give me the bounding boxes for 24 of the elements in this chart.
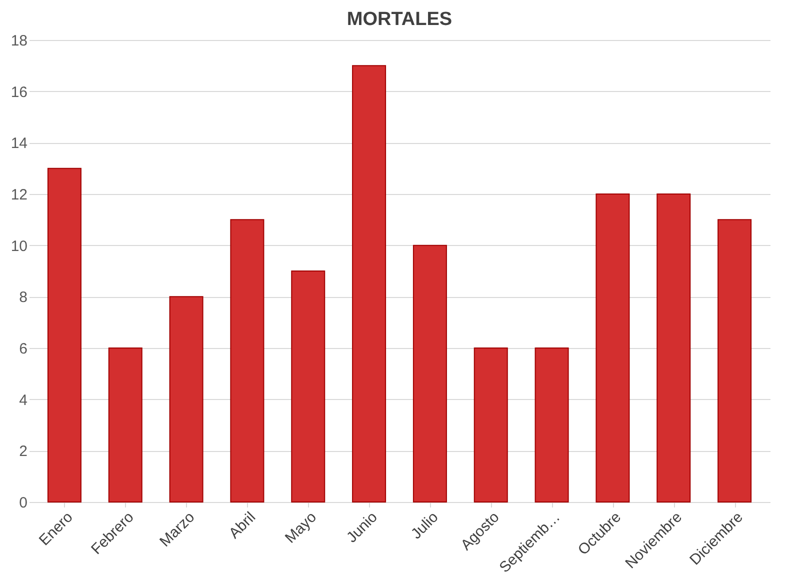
- y-tick-label: 8: [19, 289, 28, 306]
- y-tick-label: 12: [10, 186, 28, 204]
- y-tick-label: 4: [19, 392, 28, 409]
- bar: [718, 219, 752, 502]
- bar: [656, 194, 691, 502]
- x-tick-label: Julio: [408, 508, 442, 543]
- bar: [412, 244, 447, 502]
- y-tick-label: 0: [19, 494, 28, 512]
- y-tick-label: 2: [19, 443, 28, 460]
- y-tick-label: 18: [10, 32, 28, 50]
- bar: [291, 270, 326, 502]
- bar: [169, 296, 204, 502]
- bar: [596, 194, 630, 502]
- bar: [108, 348, 142, 502]
- bar: [230, 219, 264, 502]
- y-tick-label: 10: [10, 238, 28, 255]
- y-tick-label: 16: [10, 84, 28, 101]
- bar: [47, 168, 82, 502]
- bar: [474, 348, 508, 502]
- y-tick-label: 14: [10, 135, 28, 152]
- chart-title: MORTALES: [346, 9, 452, 30]
- bar: [534, 348, 569, 502]
- y-tick-label: 6: [19, 340, 28, 358]
- bar: [352, 65, 386, 502]
